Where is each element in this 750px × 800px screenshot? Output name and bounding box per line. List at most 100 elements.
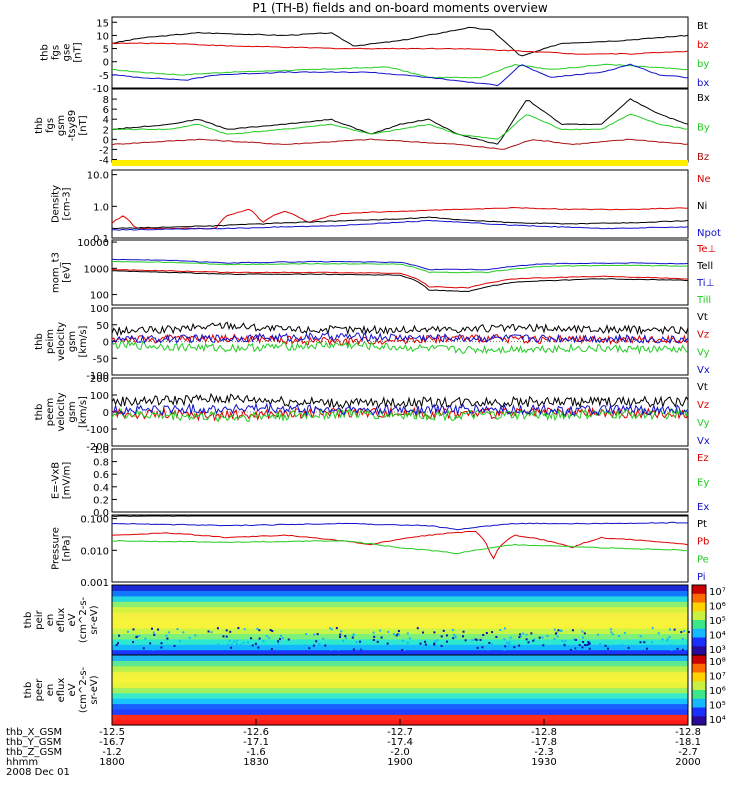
spectrogram-pixel [563,642,566,645]
y-axis-label-line: thb [34,333,45,350]
spectrogram-pixel [396,633,399,636]
spectrogram-pixel [687,630,690,633]
spectrogram-pixel [265,635,268,638]
spectrogram-pixel [313,633,316,636]
y-axis-label-line: [km/s] [78,325,89,357]
spectrogram-pixel [670,648,673,651]
x-tick-label: 1900 [387,757,412,768]
spectrogram-pixel [335,627,338,630]
spectrogram-pixel [279,634,282,637]
series-line-Ti⊥ [111,258,689,271]
legend-label: Vx [697,436,710,447]
spectrogram-pixel [160,646,163,649]
spectrogram-pixel [359,640,362,643]
colorbar-tick-label: 10⁴ [709,715,726,726]
panel-efield: E=-VxB [mV/m] 1.0 0.80.6 0.40.2 0.0 Ez Ey Ex [51,445,710,519]
spectrogram-pixel [571,629,574,632]
spectrogram-pixel [250,637,253,640]
spectrogram-pixel [541,636,544,639]
x-tick-label: -18.1 [675,737,701,748]
y-tick-label: -100 [86,425,109,436]
spectrogram-pixel [401,648,404,651]
spectrogram-pixel [487,648,490,651]
colorbar-segment [692,593,706,603]
y-axis-label-line: [nT] [78,115,89,135]
spectrogram-pixel [508,643,511,646]
colorbar-segment [692,628,706,638]
spectrogram-pixel [506,646,509,649]
spectrogram-pixel [408,637,411,640]
spectrogram-pixel [236,639,239,642]
status-flag-bar [112,160,688,166]
series-line-Vy [111,339,689,355]
x-tick-label: -12.7 [387,727,413,738]
spectrogram-pixel [256,627,259,630]
legend-label: Vz [697,400,709,411]
x-axis-row-label: thb_Z_GSM [6,747,62,758]
y-axis-label-line: thb [23,682,34,699]
y-tick-label: 0.001 [80,578,109,589]
spectrogram-pixel [476,646,479,649]
spectrogram-band [112,606,688,613]
spectrogram-pixel [610,628,613,631]
y-axis-label-line: en [45,684,56,697]
spectrogram-pixel [373,635,376,638]
spectrogram-pixel [584,644,587,647]
spectrogram-pixel [433,631,436,634]
spectrogram-pixel [126,630,129,633]
spectrogram-pixel [351,636,354,639]
colorbar-segment [692,585,706,595]
spectrogram-pixel [482,633,485,636]
plot-frame [111,88,689,163]
spectrogram-band [112,638,688,645]
colorbar-segment [692,681,706,691]
plot-frame [111,169,689,239]
spectrogram-pixel [350,647,353,650]
spectrogram-band [112,601,688,608]
spectrogram-pixel [117,642,120,645]
spectrogram-pixel [440,635,443,638]
x-tick-label: -1.2 [102,747,122,758]
spectrogram-pixel [454,635,457,638]
spectrogram-pixel [599,642,602,645]
x-tick-label: 1830 [243,757,268,768]
spectrogram-pixel [352,634,355,637]
spectrogram-pixel [527,641,530,644]
colorbar-tick-label: 10⁵ [709,616,726,627]
spectrogram-pixel [574,638,577,641]
spectrogram-band [112,585,688,591]
spectrogram-band [112,655,688,661]
spectrogram-pixel [386,642,389,645]
spectrogram-pixel [406,632,409,635]
spectrogram-pixel [445,640,448,643]
spectrogram-pixel [207,630,210,633]
x-axis-row-label: thb_X_GSM [6,727,62,738]
spectrogram-pixel [246,641,249,644]
spectrogram-pixel [643,641,646,644]
spectrogram-pixel [475,638,478,641]
spectrogram-pixel [573,638,576,641]
legend-label: Vy [697,347,710,358]
spectrogram-pixel [668,628,671,631]
series-line-Pe [111,539,689,555]
panel-density: Density [cm-3] 10.0 1.0 0.1 Ne Ni Npot [51,169,721,245]
legend-label: Te⊥ [696,244,716,255]
spectrogram-pixel [525,633,528,636]
legend-label: Pt [697,519,707,530]
spectrogram-pixel [392,633,395,636]
y-tick-label: 200 [90,374,109,385]
spectrogram-pixel [464,639,467,642]
colorbar-tick-label: 10⁸ [709,657,726,668]
spectrogram-pixel [390,645,393,648]
y-tick-label: 0.0 [93,508,109,519]
y-tick-label: -4 [99,155,109,166]
y-axis-label-line: eV [67,613,78,626]
y-tick-label: 10 [96,31,109,42]
series-line-Pb [111,530,689,560]
series-line-Bt [111,26,689,57]
spectrogram-pixel [554,632,557,635]
colorbar-segment [692,620,706,630]
spectrogram-pixel [186,645,189,648]
